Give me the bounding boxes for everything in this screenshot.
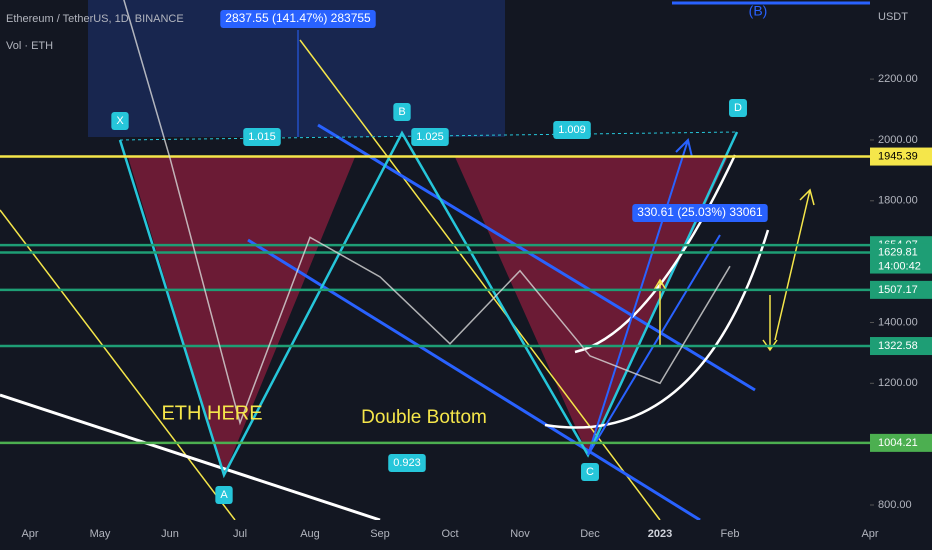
x-tick-label: Sep xyxy=(370,528,390,540)
price-label: 1629.81 xyxy=(878,246,918,258)
x-tick-label: Apr xyxy=(861,528,878,540)
x-tick-label: Dec xyxy=(580,528,600,540)
annotation-text: 1.025 xyxy=(416,131,444,143)
annotation-text: Double Bottom xyxy=(361,407,487,428)
x-tick-label: Aug xyxy=(300,528,320,540)
annotation-box xyxy=(553,121,591,139)
x-tick-label: Oct xyxy=(441,528,458,540)
subtitle: Vol · ETH xyxy=(6,40,53,52)
x-tick-label: Jul xyxy=(233,528,247,540)
annotation-text: 1.009 xyxy=(558,124,586,136)
time-axis xyxy=(0,520,932,550)
annotation-box xyxy=(111,112,129,130)
price-box xyxy=(870,280,932,299)
price-label: 1004.21 xyxy=(878,437,918,449)
annotation: (B) xyxy=(749,3,768,19)
annotation: 1.015 xyxy=(243,128,281,146)
trend-line xyxy=(0,209,236,520)
chart-title: Ethereum / TetherUS, 1D, BINANCE xyxy=(6,13,184,25)
price-box xyxy=(870,147,932,166)
annotation-box xyxy=(393,103,411,121)
annotation-text: 2837.55 (141.47%) 283755 xyxy=(225,11,371,25)
annotation: A xyxy=(215,486,233,504)
price-line xyxy=(123,0,731,426)
x-tick-label: Jun xyxy=(161,528,179,540)
annotation: 330.61 (25.03%) 33061 xyxy=(632,204,768,222)
annotation-box xyxy=(632,204,768,222)
pattern-fill xyxy=(128,157,728,475)
annotation: C xyxy=(581,463,599,481)
annotation: D xyxy=(729,99,747,117)
xabcd-pattern xyxy=(118,130,739,479)
annotation-text: ETH HERE xyxy=(161,402,262,424)
x-tick-label: Apr xyxy=(21,528,38,540)
annotation-text: D xyxy=(734,102,742,114)
price-axis xyxy=(870,0,932,550)
price-label: 1322.58 xyxy=(878,340,918,352)
annotation-box xyxy=(581,463,599,481)
price-label: 1945.39 xyxy=(878,150,918,162)
arrow xyxy=(587,138,693,456)
y-tick-label: 1400.00 xyxy=(878,316,918,328)
countdown: 14:00:42 xyxy=(878,260,921,272)
y-tick-label: 2200.00 xyxy=(878,73,918,85)
annotation: B xyxy=(393,103,411,121)
y-axis-label: USDT xyxy=(878,11,908,23)
annotation-text: C xyxy=(586,466,594,478)
trend-line xyxy=(299,39,661,520)
price-box xyxy=(870,337,932,356)
annotation: 0.923 xyxy=(388,454,426,472)
annotation-text: 330.61 (25.03%) 33061 xyxy=(637,205,763,219)
y-tick-label: 1200.00 xyxy=(878,377,918,389)
annotation-text: B xyxy=(398,106,405,118)
annotation-box xyxy=(388,454,426,472)
annotation-text: A xyxy=(220,489,228,501)
annotation-text: X xyxy=(116,115,124,127)
annotation-text: 0.923 xyxy=(393,457,421,469)
curve xyxy=(544,229,770,429)
arrow xyxy=(762,188,815,352)
y-tick-label: 2000.00 xyxy=(878,134,918,146)
annotation: 1.009 xyxy=(553,121,591,139)
x-tick-label: May xyxy=(90,528,111,540)
annotation-box xyxy=(220,10,376,28)
annotation-box xyxy=(411,128,449,146)
annotation-text: (B) xyxy=(749,3,768,19)
annotation: X xyxy=(111,112,129,130)
x-tick-label: 2023 xyxy=(648,528,672,540)
trend-line xyxy=(0,393,381,520)
annotation: 1.025 xyxy=(411,128,449,146)
annotation-text: 1.015 xyxy=(248,131,276,143)
annotation-box xyxy=(215,486,233,504)
plot xyxy=(0,0,870,445)
x-tick-label: Feb xyxy=(721,528,740,540)
x-tick-label: Nov xyxy=(510,528,530,540)
y-tick-label: 1800.00 xyxy=(878,195,918,207)
annotation: ETH HERE xyxy=(161,402,262,424)
price-box xyxy=(870,243,932,274)
annotation: 2837.55 (141.47%) 283755 xyxy=(220,10,376,28)
annotation-box xyxy=(729,99,747,117)
y-tick-label: 800.00 xyxy=(878,499,912,511)
annotation: Double Bottom xyxy=(361,407,487,428)
price-label: 1507.17 xyxy=(878,284,918,296)
price-box xyxy=(870,433,932,452)
annotation-box xyxy=(243,128,281,146)
